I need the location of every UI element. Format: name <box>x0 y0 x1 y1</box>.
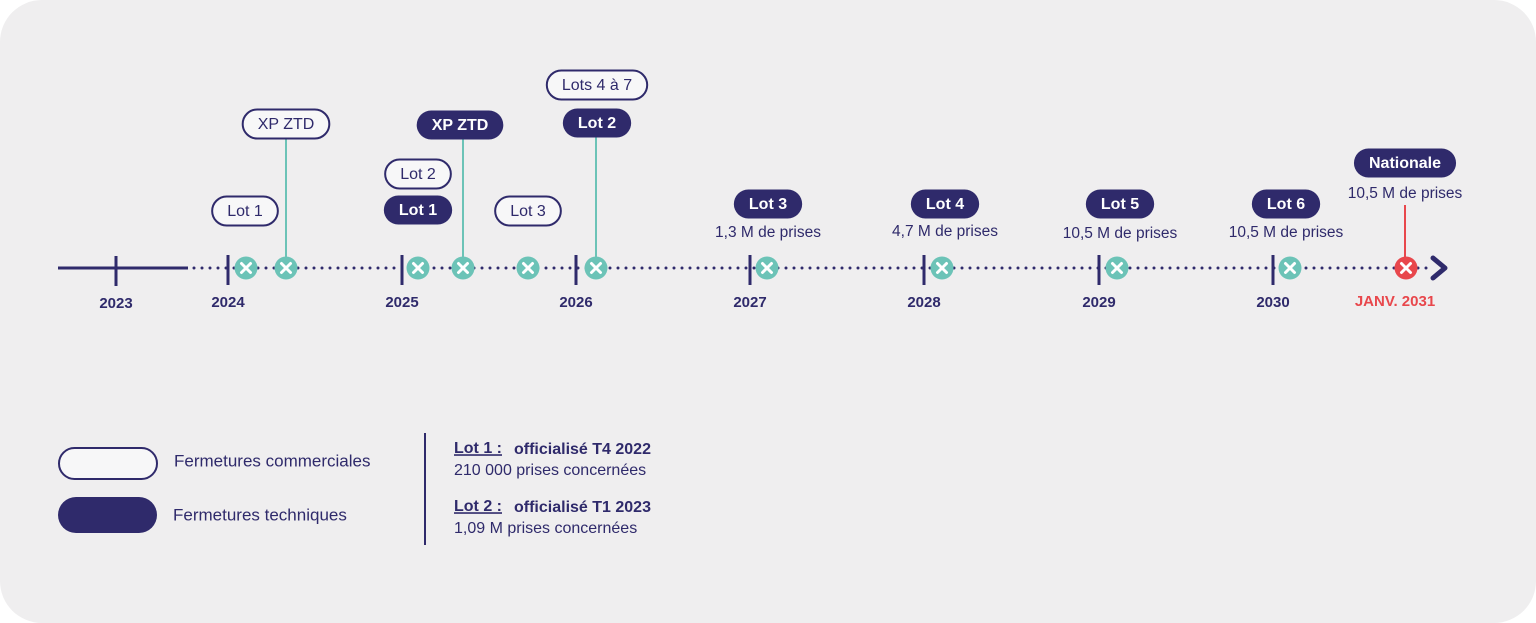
technical-pill: Lot 3 <box>733 189 803 219</box>
year-label: 2027 <box>733 294 766 311</box>
note-detail: 210 000 prises concernées <box>454 462 646 479</box>
pill-shape <box>211 195 279 227</box>
pill-shape <box>383 195 453 225</box>
marker-cross <box>280 262 292 274</box>
marker-cross <box>936 262 948 274</box>
closure-marker <box>930 256 954 280</box>
year-label: 2030 <box>1256 294 1289 311</box>
closure-marker <box>1278 256 1302 280</box>
technical-pill: Lot 1 <box>383 195 453 225</box>
year-label: 2023 <box>99 295 132 312</box>
pill-label: Nationale <box>1369 155 1441 172</box>
closure-marker <box>234 256 258 280</box>
marker-cross <box>761 262 773 274</box>
closure-marker <box>1105 256 1129 280</box>
commercial-pill: Lots 4 à 7 <box>545 69 649 101</box>
pill-shape <box>416 110 504 140</box>
marker-cross <box>590 262 602 274</box>
pill-shape <box>733 189 803 219</box>
year-label: 2024 <box>211 294 245 311</box>
technical-pill: Lot 4 <box>910 189 980 219</box>
pill-note: 10,5 M de prises <box>1229 224 1344 241</box>
pill-label: XP ZTD <box>258 116 315 133</box>
year-label: 2029 <box>1082 294 1115 311</box>
technical-pill: Lot 2 <box>562 108 632 138</box>
pill-label: XP ZTD <box>432 117 489 134</box>
pill-note: 4,7 M de prises <box>892 223 998 240</box>
legend-label: Fermetures commerciales <box>174 451 371 470</box>
marker-cross <box>240 262 252 274</box>
closure-marker <box>451 256 475 280</box>
technical-pill: Nationale <box>1353 148 1457 178</box>
pill-label: Lot 6 <box>1267 196 1305 213</box>
closure-marker <box>274 256 298 280</box>
pill-label: Lots 4 à 7 <box>562 77 632 94</box>
marker-cross <box>457 262 469 274</box>
pill-note: 10,5 M de prises <box>1063 225 1178 242</box>
marker-cross <box>1111 262 1123 274</box>
year-label: 2026 <box>559 294 592 311</box>
pill-label: Lot 1 <box>227 203 263 220</box>
pill-label: Lot 2 <box>400 166 436 183</box>
end-label: JANV. 2031 <box>1355 293 1435 310</box>
year-label: 2028 <box>907 294 940 311</box>
markers <box>234 256 1418 280</box>
pill-label: Lot 4 <box>926 196 964 213</box>
pill-shape <box>1085 189 1155 219</box>
pill-shape <box>241 108 331 140</box>
closure-marker <box>406 256 430 280</box>
pill-shape <box>545 69 649 101</box>
commercial-pill: Lot 1 <box>211 195 279 227</box>
note-status: officialisé T4 2022 <box>514 441 651 458</box>
marker-cross <box>1284 262 1296 274</box>
pill-note: 1,3 M de prises <box>715 224 821 241</box>
pill-note: 10,5 M de prises <box>1348 185 1463 202</box>
closure-marker <box>584 256 608 280</box>
pill-shape <box>910 189 980 219</box>
commercial-pill: Lot 2 <box>384 158 452 190</box>
technical-pill: XP ZTD <box>416 110 504 140</box>
note-lot: Lot 1 : <box>454 440 502 457</box>
pill-shape <box>1251 189 1321 219</box>
legend-swatch <box>58 447 158 480</box>
closure-marker <box>516 256 540 280</box>
pill-label: Lot 5 <box>1101 196 1139 213</box>
marker-cross <box>1400 262 1412 274</box>
commercial-pill: Lot 3 <box>494 195 562 227</box>
legend-swatch <box>58 497 157 533</box>
pill-label: Lot 1 <box>399 202 437 219</box>
note-detail: 1,09 M prises concernées <box>454 520 637 537</box>
note-status: officialisé T1 2023 <box>514 499 651 516</box>
pill-label: Lot 2 <box>578 115 616 132</box>
year-ticks <box>226 255 1275 285</box>
pill-shape <box>494 195 562 227</box>
axis-arrow <box>1430 255 1448 281</box>
note-lot: Lot 2 : <box>454 498 502 515</box>
legend-label: Fermetures techniques <box>173 505 347 524</box>
pill-label: Lot 3 <box>510 203 546 220</box>
technical-pill: Lot 6 <box>1251 189 1321 219</box>
marker-cross <box>522 262 534 274</box>
pill-label: Lot 3 <box>749 196 787 213</box>
pill-shape <box>1353 148 1457 178</box>
closure-marker <box>1394 256 1418 280</box>
marker-cross <box>412 262 424 274</box>
technical-pill: Lot 5 <box>1085 189 1155 219</box>
commercial-pill: XP ZTD <box>241 108 331 140</box>
year-label: 2025 <box>385 294 418 311</box>
closure-marker <box>755 256 779 280</box>
pill-shape <box>384 158 452 190</box>
pill-shape <box>562 108 632 138</box>
